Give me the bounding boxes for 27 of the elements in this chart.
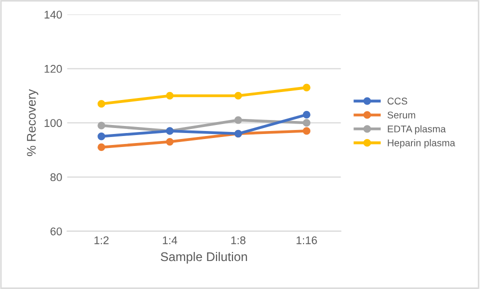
y-axis-title: % Recovery bbox=[26, 89, 38, 156]
point bbox=[98, 122, 106, 130]
legend-label: EDTA plasma bbox=[388, 125, 446, 134]
legend-label: Heparin plasma bbox=[388, 139, 456, 148]
y-tick-label: 120 bbox=[44, 64, 62, 73]
point bbox=[302, 119, 310, 127]
legend-label: CCS bbox=[388, 98, 408, 105]
y-tick-label: 80 bbox=[50, 173, 62, 182]
point bbox=[166, 92, 174, 100]
point bbox=[98, 143, 106, 152]
point bbox=[166, 138, 174, 146]
x-tick-label: 1:2 bbox=[94, 236, 109, 244]
y-tick-label: 60 bbox=[50, 227, 62, 236]
point bbox=[234, 116, 242, 124]
point bbox=[234, 92, 242, 100]
y-tick-label: 140 bbox=[44, 10, 62, 19]
y-tick-label: 100 bbox=[44, 119, 62, 127]
point bbox=[302, 127, 310, 135]
legend-label: Serum bbox=[388, 112, 416, 118]
point bbox=[98, 100, 106, 108]
x-axis-title: Sample Dilution bbox=[160, 252, 247, 264]
x-tick-label: 1:8 bbox=[231, 236, 246, 244]
x-tick-label: 1:4 bbox=[162, 236, 178, 244]
point bbox=[302, 110, 310, 119]
x-tick-label: 1:16 bbox=[296, 236, 317, 244]
point bbox=[302, 84, 310, 92]
point bbox=[98, 132, 106, 140]
